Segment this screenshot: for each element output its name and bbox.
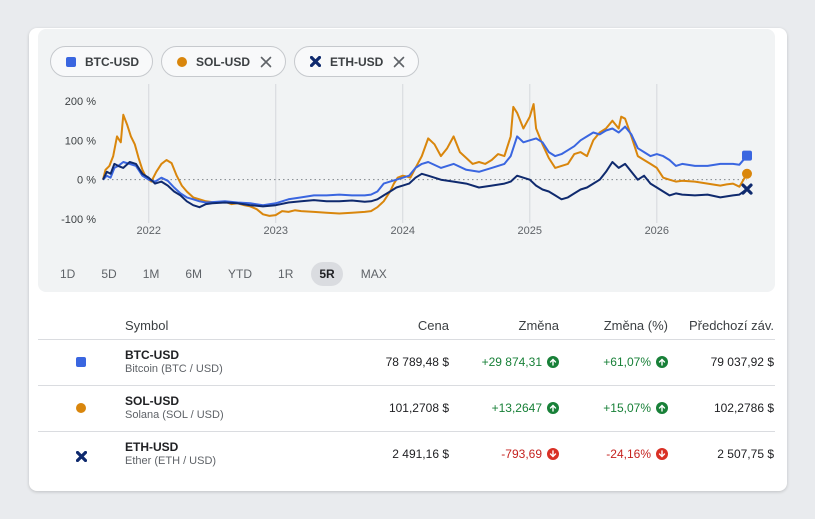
chip-label: ETH-USD — [330, 54, 384, 69]
row-change-pct: -24,16% — [606, 447, 668, 461]
range-5d[interactable]: 5D — [101, 267, 117, 281]
x-tick-label: 2023 — [264, 225, 288, 237]
chip-label: BTC-USD — [85, 54, 139, 69]
row-name: Bitcoin (BTC / USD) — [125, 363, 223, 375]
arrow-down-icon — [547, 448, 559, 460]
header-change-pct: Změna (%) — [603, 318, 668, 333]
arrow-up-icon — [656, 402, 668, 414]
end-marker-btc — [742, 150, 752, 161]
y-tick-label: 100 % — [65, 135, 96, 147]
btc-square-icon — [76, 357, 86, 367]
row-symbol: ETH-USD — [125, 440, 179, 454]
comparison-card: BTC-USD SOL-USD ETH-USD 2022 2023 2024 2025… — [29, 28, 787, 491]
table-row[interactable]: ETH-USD Ether (ETH / USD) 2 491,16 $ -79… — [38, 432, 775, 478]
range-1m[interactable]: 1M — [142, 267, 160, 281]
row-price: 101,2708 $ — [388, 401, 449, 415]
x-tick-label: 2024 — [391, 225, 415, 237]
x-tick-label: 2022 — [136, 225, 160, 237]
arrow-up-icon — [547, 402, 559, 414]
chip-eth-usd[interactable]: ETH-USD — [294, 46, 420, 77]
range-max[interactable]: MAX — [360, 267, 387, 281]
eth-x-icon — [309, 55, 322, 68]
range-1d[interactable]: 1D — [60, 267, 76, 281]
end-marker-eth — [741, 183, 753, 195]
eth-x-icon — [75, 449, 88, 463]
row-change-pct: +15,07% — [603, 401, 668, 415]
quotes-table: Symbol Cena Změna Změna (%) Předchozí zá… — [38, 313, 775, 478]
sol-circle-icon — [177, 56, 187, 67]
row-symbol: SOL-USD — [125, 394, 179, 408]
table-header: Symbol Cena Změna Změna (%) Předchozí zá… — [38, 313, 775, 340]
y-tick-label: 0 % — [77, 175, 96, 187]
arrow-up-icon — [547, 356, 559, 368]
header-symbol: Symbol — [125, 318, 169, 333]
series-line-btc — [102, 125, 748, 207]
table-row[interactable]: BTC-USD Bitcoin (BTC / USD) 78 789,48 $ … — [38, 340, 775, 386]
row-name: Solana (SOL / USD) — [125, 409, 224, 421]
line-chart[interactable]: 2022 2023 2024 2025 2026 -100 % 0 % 100 % 200 % — [38, 29, 775, 257]
sol-circle-icon — [76, 403, 86, 413]
range-6m[interactable]: 6M — [185, 267, 203, 281]
row-change: +13,2647 — [492, 401, 559, 415]
row-prev-close: 2 507,75 $ — [717, 447, 774, 461]
row-price: 78 789,48 $ — [385, 355, 449, 369]
row-change: -793,69 — [501, 447, 559, 461]
row-symbol: BTC-USD — [125, 348, 179, 362]
range-ytd[interactable]: YTD — [228, 267, 253, 281]
chip-label: SOL-USD — [196, 54, 250, 69]
btc-square-icon — [66, 56, 76, 67]
row-prev-close: 102,2786 $ — [713, 401, 774, 415]
chip-btc-usd[interactable]: BTC-USD — [50, 46, 153, 77]
arrow-down-icon — [656, 448, 668, 460]
range-selector: 1D 5D 1M 6M YTD 1R 5R MAX — [38, 256, 775, 292]
row-name: Ether (ETH / USD) — [125, 455, 217, 467]
row-change-pct: +61,07% — [603, 355, 668, 369]
symbol-chips: BTC-USD SOL-USD ETH-USD — [50, 46, 420, 77]
close-icon[interactable] — [393, 56, 405, 68]
series-line-sol — [102, 103, 748, 217]
x-tick-label: 2026 — [645, 225, 669, 237]
header-change: Změna — [518, 318, 559, 333]
y-tick-label: -100 % — [61, 214, 96, 226]
arrow-up-icon — [656, 356, 668, 368]
chart-panel: BTC-USD SOL-USD ETH-USD 2022 2023 2024 2025… — [38, 29, 775, 292]
range-5r[interactable]: 5R — [311, 262, 343, 286]
end-marker-sol — [742, 168, 752, 179]
y-tick-label: 200 % — [65, 96, 96, 108]
row-price: 2 491,16 $ — [392, 447, 449, 461]
row-prev-close: 79 037,92 $ — [710, 355, 774, 369]
table-row[interactable]: SOL-USD Solana (SOL / USD) 101,2708 $ +1… — [38, 386, 775, 432]
range-1r[interactable]: 1R — [278, 267, 294, 281]
header-price: Cena — [417, 318, 449, 333]
series-line-eth — [102, 161, 748, 209]
close-icon[interactable] — [260, 56, 272, 68]
row-change: +29 874,31 — [482, 355, 559, 369]
x-tick-label: 2025 — [518, 225, 542, 237]
header-prev-close: Předchozí záv. — [688, 318, 774, 333]
chip-sol-usd[interactable]: SOL-USD — [161, 46, 286, 77]
